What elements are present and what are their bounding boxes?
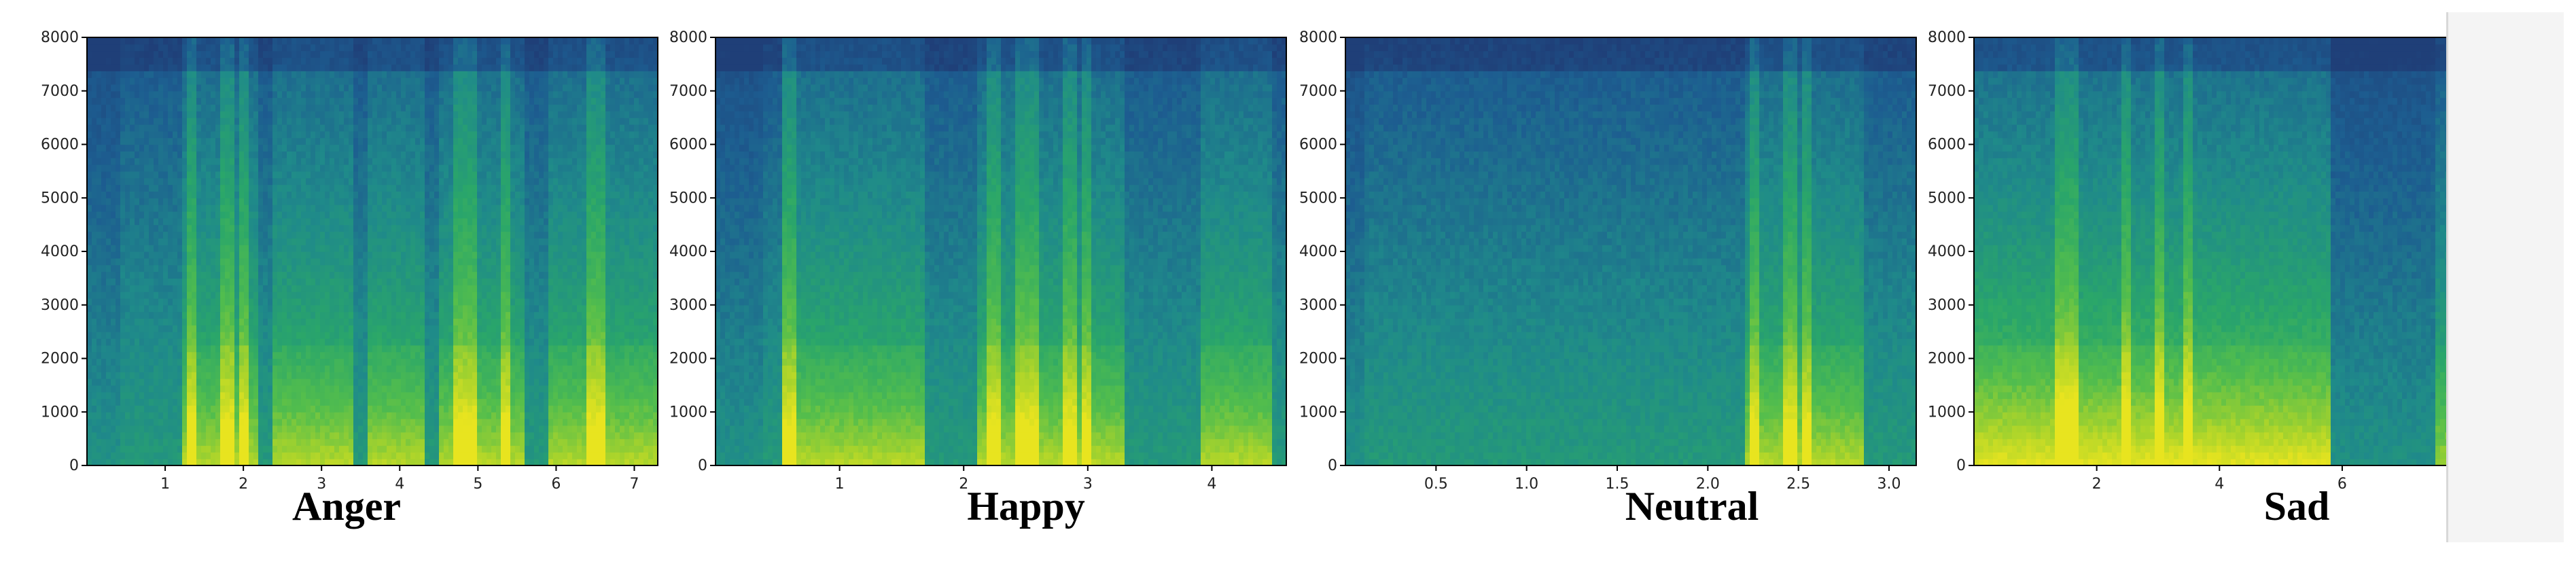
side-panel [2446,12,2564,542]
y-tick-label: 6000 [1299,137,1337,154]
y-tick-label: 8000 [669,29,707,46]
y-tick-label: 2000 [1928,351,1966,368]
spectrogram-panel-happy: 0 1000 2000 3000 4000 5000 6000 7000 8000 1 2 3 4 Hap… [669,29,1287,529]
y-tick-label: 0 [1956,457,1966,474]
x-tick-label: 3 [1083,476,1093,493]
y-tick-label: 7000 [1299,83,1337,100]
x-tick-label: 4 [395,476,404,493]
x-tick-label: 4 [1207,476,1216,493]
y-tick-label: 4000 [1928,243,1966,260]
x-tick-label: 1.0 [1515,476,1538,493]
heatmap-cells [87,37,658,465]
y-tick-label: 1000 [1928,404,1966,421]
y-tick-label: 1000 [1299,404,1337,421]
x-tick-label: 6 [2337,476,2347,493]
x-tick-label: 4 [2215,476,2224,493]
y-tick-label: 5000 [1299,190,1337,207]
y-tick-label: 7000 [669,83,707,100]
y-tick-label: 0 [69,457,79,474]
y-tick-label: 1000 [41,404,79,421]
y-tick-label: 4000 [1299,243,1337,260]
y-tick-label: 3000 [1299,297,1337,314]
y-tick-label: 5000 [669,190,707,207]
spectrogram-panel-anger: 0 1000 2000 3000 4000 5000 6000 7000 8000 1 2 3 4 5 6 7… [41,29,658,529]
x-tick-label: 1 [160,476,170,493]
panel-caption: Happy [967,484,1084,529]
y-tick-label: 2000 [669,351,707,368]
x-tick-label: 7 [629,476,639,493]
heatmap-cells [1974,37,2545,465]
y-tick-label: 2000 [1299,351,1337,368]
x-tick-label: 3.0 [1877,476,1901,493]
y-tick-label: 7000 [1928,83,1966,100]
y-tick-label: 8000 [1928,29,1966,46]
y-tick-label: 8000 [1299,29,1337,46]
heatmap-cells [716,37,1286,465]
x-tick-label: 2 [239,476,248,493]
x-tick-label: 1.5 [1606,476,1629,493]
panel-caption: Neutral [1625,484,1759,529]
y-tick-label: 3000 [669,297,707,314]
y-tick-label: 1000 [669,404,707,421]
y-tick-label: 0 [1328,457,1337,474]
x-tick-label: 2 [2092,476,2102,493]
x-tick-label: 5 [473,476,482,493]
y-tick-label: 7000 [41,83,79,100]
y-tick-label: 6000 [1928,137,1966,154]
y-tick-label: 4000 [669,243,707,260]
y-tick-label: 4000 [41,243,79,260]
y-tick-label: 5000 [41,190,79,207]
panel-caption: Sad [2264,484,2330,529]
spectrogram-panel-sad: 0100020003000400050006000700080002468Sad [1928,29,2545,529]
y-tick-label: 6000 [41,137,79,154]
x-tick-label: 2 [959,476,968,493]
y-tick-label: 5000 [1928,190,1966,207]
y-tick-label: 2000 [41,351,79,368]
x-tick-label: 2.5 [1786,476,1810,493]
x-tick-label: 2.0 [1696,476,1720,493]
y-tick-label: 0 [698,457,707,474]
y-tick-label: 3000 [1928,297,1966,314]
panel-caption: Anger [292,484,401,529]
y-tick-label: 6000 [669,137,707,154]
x-tick-label: 3 [317,476,326,493]
spectrogram-panel-neutral: 0 1000 2000 3000 4000 5000 6000 7000 8000 0.5 1.0 1… [1299,29,1917,529]
x-tick-label: 6 [551,476,561,493]
y-tick-label: 8000 [41,29,79,46]
x-tick-label: 0.5 [1424,476,1448,493]
y-tick-label: 3000 [41,297,79,314]
x-tick-label: 1 [835,476,845,493]
heatmap-cells [1345,37,1916,465]
